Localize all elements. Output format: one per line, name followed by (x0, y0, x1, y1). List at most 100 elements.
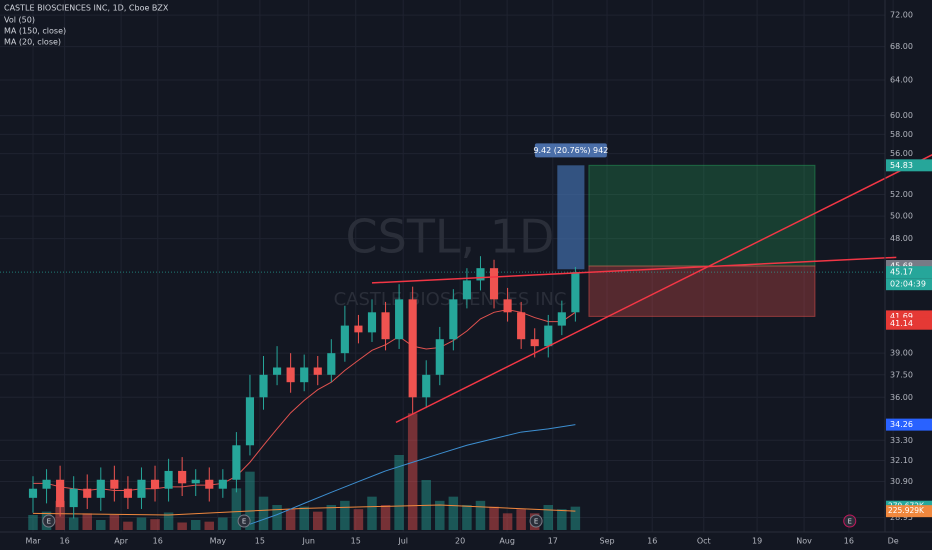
candle-body (96, 479, 105, 498)
trendline (395, 154, 932, 424)
volume-bar (204, 521, 215, 530)
x-tick-label: Aug (499, 537, 515, 546)
candle-body (395, 299, 404, 340)
price-label: 41.14 (890, 319, 913, 328)
x-tick-label: 16 (153, 537, 163, 546)
candle-body (476, 268, 485, 281)
measure-label-box (534, 143, 607, 158)
x-tick-label: Sep (599, 537, 614, 546)
y-tick-label: 32.10 (890, 456, 913, 465)
earnings-label: E (47, 518, 51, 526)
candle-body (232, 445, 241, 480)
volume-bar (28, 515, 38, 530)
y-tick-label: 50.00 (890, 212, 913, 221)
volume-bar (367, 496, 377, 530)
volume-bar (218, 517, 228, 530)
moving-average (249, 424, 576, 525)
candle-body (530, 339, 539, 347)
x-tick-label: 19 (752, 537, 762, 546)
y-tick-label: 48.00 (890, 234, 913, 243)
x-tick-label: Oct (697, 537, 711, 546)
volume-bar (272, 505, 282, 530)
volume-bar (407, 413, 418, 530)
candle-body (123, 488, 132, 498)
x-tick-label: Mar (25, 537, 41, 546)
plot: 9.42 (20.76%) 942 E E E E (0, 143, 932, 530)
volume-bar (136, 517, 147, 530)
x-tick-label: Jun (301, 537, 315, 546)
volume-label-box (886, 505, 932, 518)
y-tick-label: 52.00 (890, 190, 913, 199)
price-label: 34.26 (890, 420, 913, 429)
candle-body (354, 325, 363, 333)
y-tick-label: 28.95 (890, 513, 913, 522)
volume-bar (285, 509, 296, 530)
x-tick-label: De (888, 537, 899, 546)
earnings-marker[interactable] (42, 514, 56, 528)
volume-bar (516, 509, 526, 530)
candle-body (245, 397, 255, 446)
volume-ma (32, 504, 576, 516)
volume-bar (163, 512, 174, 530)
volume-bar (543, 505, 554, 530)
candle-body (449, 299, 458, 340)
x-tick-label: 20 (455, 537, 465, 546)
volume-bar (448, 496, 459, 530)
y-tick-label: 36.00 (890, 393, 913, 402)
volume-bar (502, 513, 513, 530)
x-tick-label: 15 (255, 537, 265, 546)
indicator: MA (150, close) (4, 27, 66, 36)
volume-bar (123, 521, 133, 530)
candle-body (422, 374, 431, 398)
measure-label: 9.42 (20.76%) 942 (533, 146, 608, 155)
moving-average (32, 309, 576, 492)
candle-body (205, 479, 214, 489)
volume-bar (394, 455, 404, 530)
price-label: 45.17 (890, 268, 913, 277)
earnings-marker[interactable] (843, 514, 857, 528)
volume-bar (462, 505, 472, 530)
candle-body (110, 479, 119, 489)
earnings-label: E (534, 518, 538, 526)
price-label-box (886, 266, 932, 279)
candle-body (178, 470, 187, 484)
y-tick-label: 56.00 (890, 149, 913, 158)
candle-body (191, 479, 200, 484)
volume-bar (109, 515, 120, 530)
x-tick-label: May (210, 537, 227, 546)
x-tick-label: 16 (844, 537, 854, 546)
earnings-label: E (242, 518, 246, 526)
candle-body (367, 312, 377, 333)
candle-body (259, 374, 268, 398)
volume-bar (82, 513, 92, 530)
candle-body (503, 299, 512, 313)
candle-body (557, 312, 566, 326)
candle-body (517, 312, 526, 340)
volume-bar (340, 500, 350, 530)
y-tick-label: 68.00 (890, 42, 913, 51)
volume-bar (380, 505, 391, 530)
candle-body (408, 299, 417, 398)
x-tick-label: 15 (351, 537, 361, 546)
volume-bar (190, 520, 201, 530)
indicator: Vol (50) (4, 16, 35, 25)
position-target-zone (588, 164, 816, 267)
candle-body (42, 479, 51, 489)
volume-bar (96, 520, 106, 530)
candle-body (489, 268, 499, 300)
volume-bar (570, 506, 581, 530)
volume-bar (489, 506, 499, 530)
x-tick-label: 16 (647, 537, 657, 546)
measure-range (557, 165, 585, 270)
candle-body (300, 367, 309, 383)
earnings-marker[interactable] (237, 514, 251, 528)
price-label: 41.69 (890, 312, 913, 321)
candle-body (164, 470, 173, 489)
volume-bar (326, 505, 337, 530)
x-tick-label: Jul (397, 537, 408, 546)
volume-bar (313, 511, 323, 530)
countdown-box (886, 278, 932, 291)
earnings-marker[interactable] (529, 514, 543, 528)
